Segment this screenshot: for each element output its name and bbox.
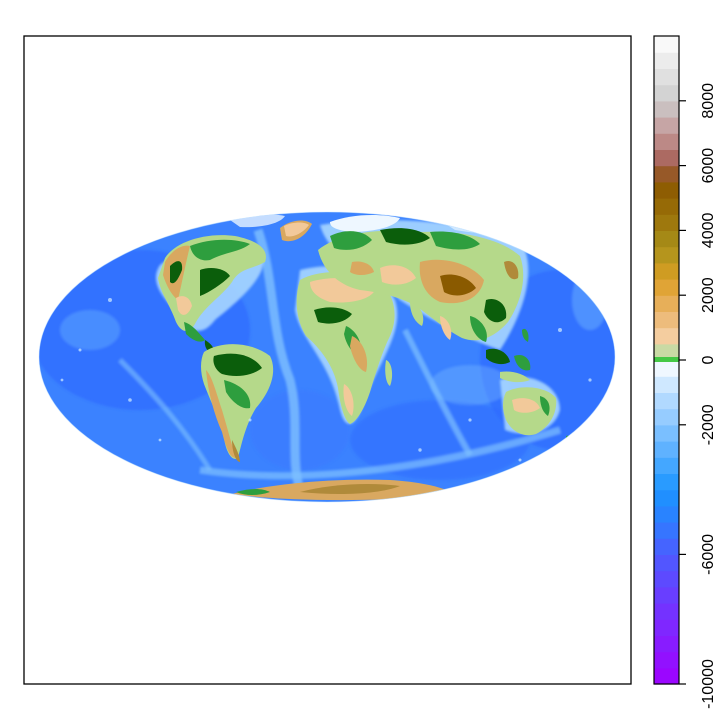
- colorbar-band-37: [654, 68, 679, 86]
- colorbar-tick-label: -10000: [700, 659, 717, 709]
- colorbar-band-17: [654, 392, 679, 410]
- colorbar-band-36: [654, 84, 679, 102]
- australia-land: [503, 387, 573, 448]
- colorbar-bands: [654, 36, 679, 685]
- colorbar-band-26: [654, 246, 679, 264]
- colorbar-band-32: [654, 149, 679, 167]
- colorbar-band-35: [654, 100, 679, 118]
- colorbar-band-31: [654, 165, 679, 183]
- north-america-land: [158, 235, 266, 356]
- colorbar-band-21: [654, 327, 679, 345]
- colorbar-tick-label: -2000: [700, 404, 717, 445]
- colorbar-band-25: [654, 262, 679, 280]
- world-elevation-map: [38, 211, 616, 503]
- colorbar-band-15: [654, 424, 679, 442]
- colorbar-band-10: [654, 505, 679, 523]
- antarctica-land: [232, 479, 456, 501]
- colorbar-band-4: [654, 603, 679, 620]
- colorbar-tick-label: 8000: [700, 83, 717, 119]
- colorbar-band-13: [654, 457, 679, 474]
- colorbar-band-18: [654, 376, 679, 393]
- colorbar-band-33: [654, 133, 679, 150]
- colorbar-tick-label: 0: [700, 355, 717, 364]
- colorbar-band-24: [654, 279, 679, 296]
- colorbar-band-12: [654, 473, 679, 491]
- colorbar-band-20: [654, 343, 679, 361]
- colorbar-band-30: [654, 181, 679, 199]
- colorbar-band-3: [654, 619, 679, 636]
- colorbar-band-39: [654, 36, 679, 53]
- colorbar-band-16: [654, 408, 679, 426]
- colorbar-tick-label: 2000: [700, 277, 717, 313]
- colorbar-band-38: [654, 52, 679, 69]
- colorbar-band-29: [654, 198, 679, 215]
- colorbar-band-9: [654, 522, 679, 539]
- colorbar-band-23: [654, 295, 679, 312]
- colorbar-band-1: [654, 651, 679, 669]
- colorbar-band-0: [654, 667, 679, 685]
- colorbar-zero-band: [654, 357, 679, 362]
- colorbar-band-2: [654, 635, 679, 653]
- colorbar-tick-label: 6000: [700, 148, 717, 184]
- colorbar-band-34: [654, 117, 679, 134]
- colorbar-band-14: [654, 441, 679, 458]
- colorbar-band-19: [654, 360, 679, 377]
- shallow-speckles: [60, 298, 602, 462]
- globe-outline: [38, 211, 616, 503]
- colorbar-band-11: [654, 489, 679, 507]
- colorbar-band-22: [654, 311, 679, 329]
- eurasia-land: [318, 228, 524, 342]
- colorbar: -10000 -6000 -2000 0 2000 4000 6000 8000: [653, 35, 717, 709]
- colorbar-band-8: [654, 538, 679, 555]
- colorbar-band-7: [654, 554, 679, 572]
- colorbar-band-5: [654, 586, 679, 604]
- south-america-land: [201, 344, 274, 462]
- colorbar-band-28: [654, 214, 679, 231]
- colorbar-tick-label: -6000: [700, 534, 717, 575]
- colorbar-ticks: -10000 -6000 -2000 0 2000 4000 6000 8000: [679, 83, 717, 709]
- colorbar-band-6: [654, 570, 679, 588]
- colorbar-band-27: [654, 230, 679, 248]
- africa-land: [296, 271, 395, 424]
- southeast-asia-islands: [486, 328, 531, 383]
- colorbar-tick-label: 4000: [700, 213, 717, 249]
